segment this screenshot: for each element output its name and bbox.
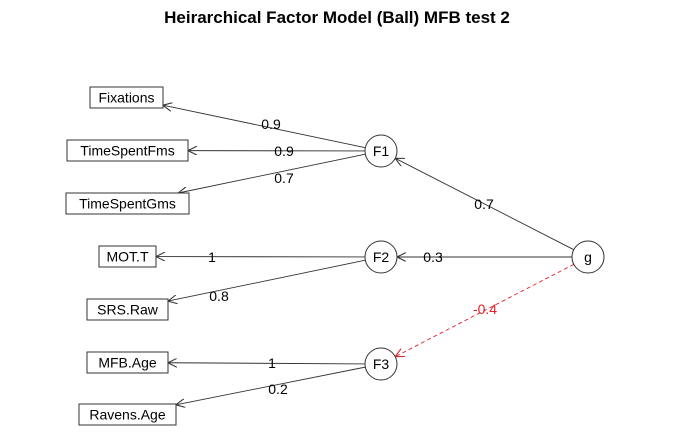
manifest-label: MOT.T [107, 249, 149, 265]
factor-circle [364, 134, 398, 168]
edge-F1-TimeSpentGms [178, 153, 366, 193]
manifest-box [66, 139, 189, 162]
factor-circle [364, 347, 398, 381]
factor-label: F3 [373, 356, 390, 372]
manifest-label: TimeSpentGms [79, 196, 176, 212]
manifest-label: Ravens.Age [89, 407, 165, 423]
edge-label-F3-MFB-Age: 1 [268, 355, 276, 371]
manifest-node-TimeSpentFms: TimeSpentFms [66, 139, 189, 162]
edge-g-F3 [395, 263, 574, 356]
edge-label-F1-TimeSpentGms: 0.7 [274, 170, 294, 186]
factor-circle [571, 240, 605, 274]
edge-label-F1-Fixations: 0.9 [261, 116, 281, 132]
manifest-box [78, 403, 177, 426]
edge-label-F2-SRS-Raw: 0.8 [209, 288, 229, 304]
manifest-node-TimeSpentGms: TimeSpentGms [65, 192, 190, 215]
manifest-box [89, 86, 164, 109]
manifest-box [98, 245, 157, 268]
nodes-layer: Fixations TimeSpentFms TimeSpentGms MOT.T SR… [65, 86, 605, 426]
factor-label: F2 [373, 249, 390, 265]
factor-label: g [584, 249, 592, 265]
edges-layer: 0.9 0.9 0.7 1 0.8 1 0.2 0.7 0.3 -0.4 [156, 105, 574, 405]
factor-label: F1 [373, 143, 390, 159]
manifest-label: Fixations [98, 90, 154, 106]
edge-label-g-F2: 0.3 [423, 249, 443, 265]
manifest-label: SRS.Raw [97, 302, 159, 318]
edge-label-F3-Ravens-Age: 0.2 [268, 381, 288, 397]
factor-circle [364, 240, 398, 274]
factor-node-F3: F3 [364, 347, 398, 381]
manifest-node-Ravens-Age: Ravens.Age [78, 403, 177, 426]
manifest-node-Fixations: Fixations [89, 86, 164, 109]
edge-label-g-F3: -0.4 [473, 301, 497, 317]
factor-node-g: g [571, 240, 605, 274]
manifest-node-SRS-Raw: SRS.Raw [86, 298, 169, 321]
edge-label-g-F1: 0.7 [474, 196, 494, 212]
diagram-title: Heirarchical Factor Model (Ball) MFB tes… [164, 8, 510, 27]
manifest-label: MFB.Age [98, 355, 157, 371]
manifest-box [65, 192, 190, 215]
edge-g-F1 [395, 158, 574, 251]
edge-F3-Ravens-Age [176, 366, 366, 405]
edge-label-F2-MOT-T: 1 [208, 249, 216, 265]
factor-node-F1: F1 [364, 134, 398, 168]
manifest-label: TimeSpentFms [80, 143, 174, 159]
manifest-box [86, 298, 169, 321]
edge-F2-SRS-Raw [168, 259, 366, 301]
manifest-node-MOT-T: MOT.T [98, 245, 157, 268]
manifest-node-MFB-Age: MFB.Age [86, 351, 169, 374]
factor-node-F2: F2 [364, 240, 398, 274]
edge-label-F1-TimeSpentFms: 0.9 [274, 143, 294, 159]
edge-F1-Fixations [163, 105, 366, 149]
manifest-box [86, 351, 169, 374]
edge-F3-MFB-Age [168, 363, 366, 364]
